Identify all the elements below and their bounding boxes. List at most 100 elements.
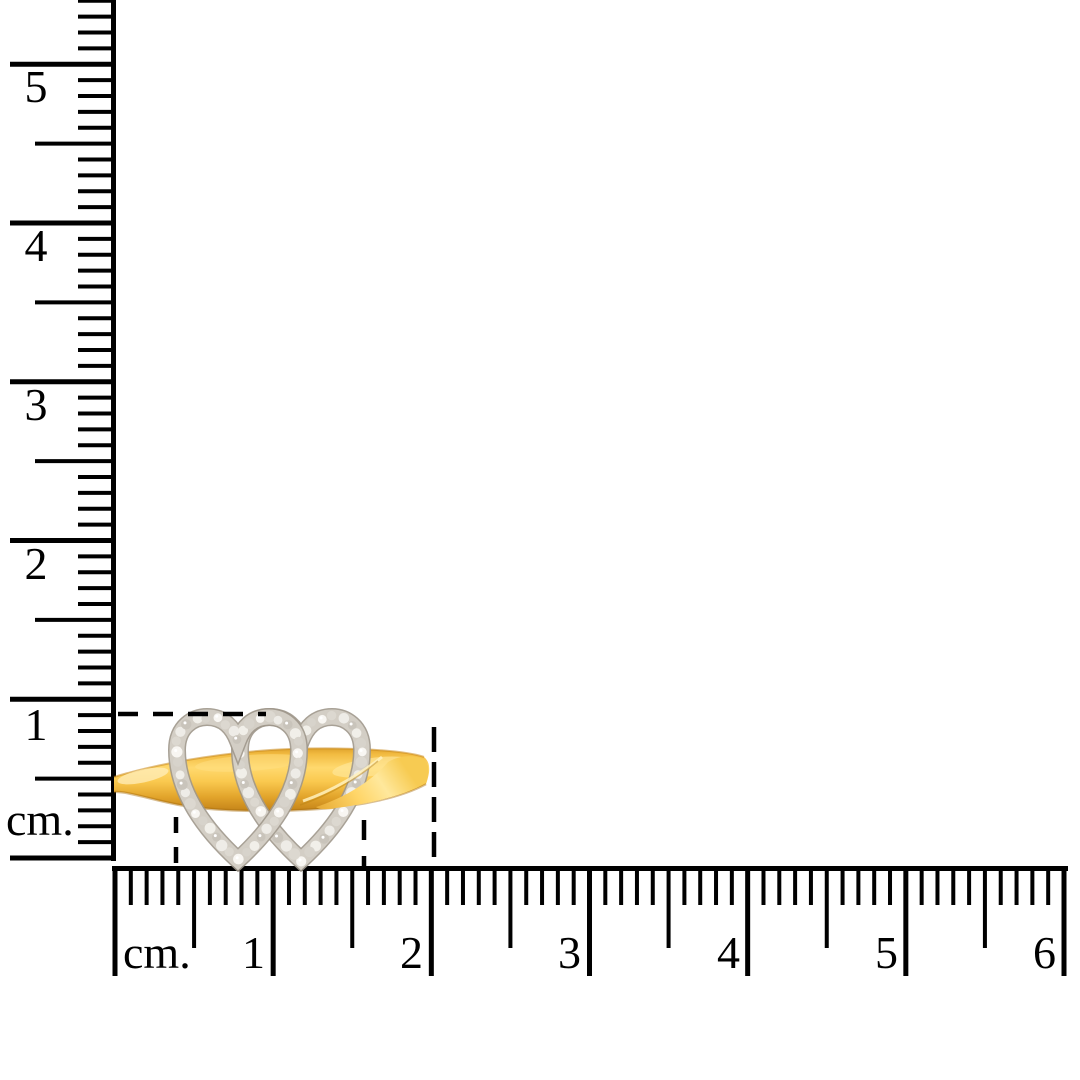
diamond <box>249 841 260 851</box>
diamond <box>255 806 267 817</box>
diamond <box>296 856 307 867</box>
band-sheen <box>195 754 305 772</box>
band-bypass-twist <box>316 756 429 810</box>
diamond <box>175 770 185 780</box>
twist-shadow <box>299 760 379 806</box>
diamond <box>264 710 276 723</box>
diamond <box>184 798 196 810</box>
mm-tick <box>78 665 113 670</box>
mm-tick <box>634 871 639 905</box>
cm-tick <box>903 871 909 976</box>
mm-tick <box>78 395 113 400</box>
diamond <box>287 779 298 789</box>
mm-tick <box>967 871 972 905</box>
twist-highlight <box>302 755 383 803</box>
diamond <box>250 797 260 807</box>
mm-tick <box>397 871 402 905</box>
mm-tick <box>78 506 113 511</box>
vertical-ruler-label-3: 3 <box>24 379 48 430</box>
diamond <box>175 726 186 737</box>
diamond <box>304 846 315 858</box>
mm-tick <box>78 840 113 845</box>
vertical-ruler-line <box>111 0 116 861</box>
diamond <box>216 839 228 852</box>
horizontal-ruler <box>112 866 1068 976</box>
mm-tick <box>78 316 113 321</box>
mm-tick <box>793 871 798 905</box>
vertical-ruler-label-4: 4 <box>24 220 48 271</box>
diamond <box>233 853 244 865</box>
diamond <box>324 825 335 836</box>
horizontal-ruler-line <box>112 866 1068 871</box>
diamond-sparkle <box>213 834 217 838</box>
mm-tick <box>78 681 113 686</box>
diamond <box>261 823 272 834</box>
mm-tick <box>951 871 956 905</box>
mm-tick <box>78 78 113 83</box>
mm-tick <box>540 871 545 905</box>
mm-tick <box>571 871 576 905</box>
mm-tick <box>78 729 113 733</box>
mm-tick <box>603 871 608 905</box>
mm-tick <box>524 871 529 905</box>
diamond <box>357 747 367 757</box>
mm-tick <box>78 252 113 257</box>
diamond <box>292 748 303 759</box>
mm-tick <box>698 871 703 905</box>
mm-tick <box>78 46 113 51</box>
diamond <box>294 736 303 746</box>
diamond <box>240 779 249 789</box>
half-cm-tick <box>192 871 197 948</box>
cm-tick <box>1061 871 1067 976</box>
diamond <box>171 736 181 746</box>
diamond <box>228 725 240 737</box>
diamond <box>288 848 301 860</box>
mm-tick <box>777 871 782 905</box>
mm-tick <box>1014 871 1019 905</box>
diamond-sparkle <box>235 856 239 860</box>
diamond <box>220 720 230 730</box>
diamond-sparkle <box>276 809 280 813</box>
diamond-sparkle <box>183 721 187 725</box>
mm-tick <box>413 871 418 905</box>
diamond <box>326 710 337 721</box>
mm-tick <box>460 871 465 905</box>
half-cm-tick <box>508 871 513 948</box>
left-heart-diamonds <box>171 710 304 865</box>
diamond-sparkle <box>258 808 262 812</box>
diamond <box>355 756 368 768</box>
diamond <box>307 718 316 727</box>
half-cm-tick <box>350 871 355 948</box>
mm-tick <box>78 570 113 575</box>
mm-tick <box>144 871 149 905</box>
mm-tick <box>78 824 113 829</box>
diamond <box>224 847 234 857</box>
cm-tick <box>10 379 113 385</box>
mm-tick <box>78 332 113 337</box>
diamond <box>273 807 284 818</box>
horizontal-ruler-ticks <box>112 871 1067 976</box>
mm-tick <box>334 871 339 905</box>
half-cm-tick <box>35 141 113 146</box>
diamond-sparkle <box>353 780 357 784</box>
mm-tick <box>476 871 481 905</box>
diamond-sparkle <box>258 834 262 838</box>
vertical-ruler <box>10 0 116 861</box>
diamond-sparkle <box>295 750 299 754</box>
mm-tick <box>78 205 113 210</box>
mm-tick <box>78 189 113 194</box>
diamond <box>280 840 293 852</box>
vertical-ruler-label-5: 5 <box>24 61 48 112</box>
diamond <box>171 746 183 758</box>
mm-tick <box>78 713 113 718</box>
mm-tick <box>78 490 113 495</box>
mm-tick <box>856 871 861 905</box>
gold-double-heart-diamond-ring <box>113 707 430 873</box>
horizontal-ruler-label-5: 5 <box>875 927 898 978</box>
cm-tick <box>112 871 118 976</box>
horizontal-ruler-label-3: 3 <box>558 927 581 978</box>
band-highlight-left <box>117 767 169 785</box>
mm-tick <box>381 871 386 905</box>
mm-tick <box>78 14 113 19</box>
